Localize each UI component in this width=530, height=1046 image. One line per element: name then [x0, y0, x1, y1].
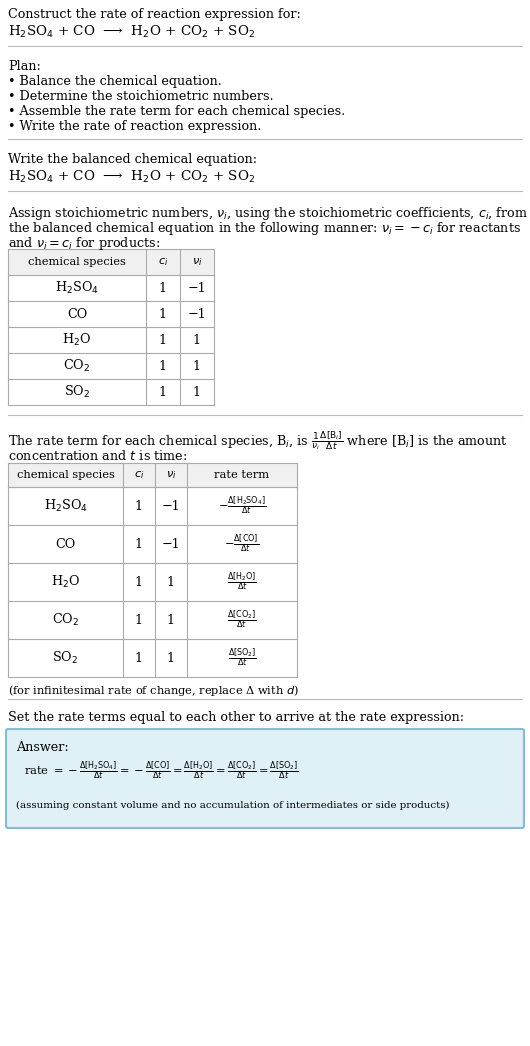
Text: $\frac{\Delta[\mathrm{CO_2}]}{\Delta t}$: $\frac{\Delta[\mathrm{CO_2}]}{\Delta t}$	[227, 609, 257, 632]
Text: H$_2$SO$_4$: H$_2$SO$_4$	[43, 498, 87, 514]
Text: 1: 1	[135, 575, 143, 589]
Text: CO$_2$: CO$_2$	[64, 358, 91, 374]
Text: chemical species: chemical species	[16, 470, 114, 480]
Text: H$_2$SO$_4$ + CO  ⟶  H$_2$O + CO$_2$ + SO$_2$: H$_2$SO$_4$ + CO ⟶ H$_2$O + CO$_2$ + SO$…	[8, 169, 255, 185]
Text: 1: 1	[135, 538, 143, 550]
Text: • Balance the chemical equation.: • Balance the chemical equation.	[8, 75, 222, 88]
Text: SO$_2$: SO$_2$	[52, 650, 78, 666]
Text: 1: 1	[167, 575, 175, 589]
Text: rate $= -\frac{\Delta[\mathrm{H_2SO_4}]}{\Delta t} = -\frac{\Delta[\mathrm{CO}]}: rate $= -\frac{\Delta[\mathrm{H_2SO_4}]}…	[24, 759, 298, 782]
Text: −1: −1	[162, 538, 180, 550]
Text: H$_2$O: H$_2$O	[51, 574, 80, 590]
Text: $\nu_i$: $\nu_i$	[166, 469, 176, 481]
Text: 1: 1	[193, 386, 201, 399]
Text: the balanced chemical equation in the following manner: $\nu_i = -c_i$ for react: the balanced chemical equation in the fo…	[8, 220, 521, 237]
Text: 1: 1	[167, 652, 175, 664]
Text: CO$_2$: CO$_2$	[52, 612, 79, 628]
Text: Write the balanced chemical equation:: Write the balanced chemical equation:	[8, 153, 257, 166]
Text: CO: CO	[67, 308, 87, 320]
Text: chemical species: chemical species	[28, 257, 126, 267]
Text: • Assemble the rate term for each chemical species.: • Assemble the rate term for each chemic…	[8, 105, 345, 118]
Text: 1: 1	[159, 360, 167, 372]
Text: (assuming constant volume and no accumulation of intermediates or side products): (assuming constant volume and no accumul…	[16, 801, 449, 810]
Text: 1: 1	[193, 334, 201, 346]
Text: SO$_2$: SO$_2$	[64, 384, 90, 400]
Text: H$_2$SO$_4$: H$_2$SO$_4$	[55, 280, 99, 296]
Text: and $\nu_i = c_i$ for products:: and $\nu_i = c_i$ for products:	[8, 235, 160, 252]
Text: rate term: rate term	[215, 470, 270, 480]
Text: $\frac{\Delta[\mathrm{H_2O}]}{\Delta t}$: $\frac{\Delta[\mathrm{H_2O}]}{\Delta t}$	[227, 570, 257, 593]
Text: Set the rate terms equal to each other to arrive at the rate expression:: Set the rate terms equal to each other t…	[8, 711, 464, 724]
Text: −1: −1	[188, 308, 206, 320]
Text: −1: −1	[188, 281, 206, 295]
Text: 1: 1	[159, 386, 167, 399]
Text: −1: −1	[162, 500, 180, 513]
Text: Construct the rate of reaction expression for:: Construct the rate of reaction expressio…	[8, 8, 301, 21]
Text: 1: 1	[135, 652, 143, 664]
Text: 1: 1	[159, 281, 167, 295]
Text: $c_i$: $c_i$	[158, 256, 168, 268]
Text: Assign stoichiometric numbers, $\nu_i$, using the stoichiometric coefficients, $: Assign stoichiometric numbers, $\nu_i$, …	[8, 205, 528, 222]
Text: concentration and $t$ is time:: concentration and $t$ is time:	[8, 449, 188, 463]
Text: The rate term for each chemical species, B$_i$, is $\frac{1}{\nu_i}\frac{\Delta[: The rate term for each chemical species,…	[8, 429, 508, 452]
Text: • Determine the stoichiometric numbers.: • Determine the stoichiometric numbers.	[8, 90, 273, 103]
Text: 1: 1	[193, 360, 201, 372]
Text: $\nu_i$: $\nu_i$	[192, 256, 202, 268]
Text: $c_i$: $c_i$	[134, 469, 144, 481]
Bar	[8, 249, 214, 275]
Text: 1: 1	[159, 308, 167, 320]
Text: H$_2$O: H$_2$O	[63, 332, 92, 348]
Text: 1: 1	[135, 500, 143, 513]
Text: Plan:: Plan:	[8, 60, 41, 73]
FancyBboxPatch shape	[6, 729, 524, 828]
Text: $\frac{\Delta[\mathrm{SO_2}]}{\Delta t}$: $\frac{\Delta[\mathrm{SO_2}]}{\Delta t}$	[227, 646, 257, 669]
Text: $-\frac{\Delta[\mathrm{CO}]}{\Delta t}$: $-\frac{\Delta[\mathrm{CO}]}{\Delta t}$	[225, 532, 260, 555]
Text: Answer:: Answer:	[16, 741, 69, 754]
Text: 1: 1	[159, 334, 167, 346]
Text: 1: 1	[135, 614, 143, 627]
Text: CO: CO	[55, 538, 76, 550]
Text: $-\frac{\Delta[\mathrm{H_2SO_4}]}{\Delta t}$: $-\frac{\Delta[\mathrm{H_2SO_4}]}{\Delta…	[218, 495, 266, 518]
Text: • Write the rate of reaction expression.: • Write the rate of reaction expression.	[8, 120, 261, 133]
Text: H$_2$SO$_4$ + CO  ⟶  H$_2$O + CO$_2$ + SO$_2$: H$_2$SO$_4$ + CO ⟶ H$_2$O + CO$_2$ + SO$…	[8, 24, 255, 40]
Text: 1: 1	[167, 614, 175, 627]
Bar	[8, 463, 297, 487]
Text: (for infinitesimal rate of change, replace Δ with $d$): (for infinitesimal rate of change, repla…	[8, 683, 299, 698]
